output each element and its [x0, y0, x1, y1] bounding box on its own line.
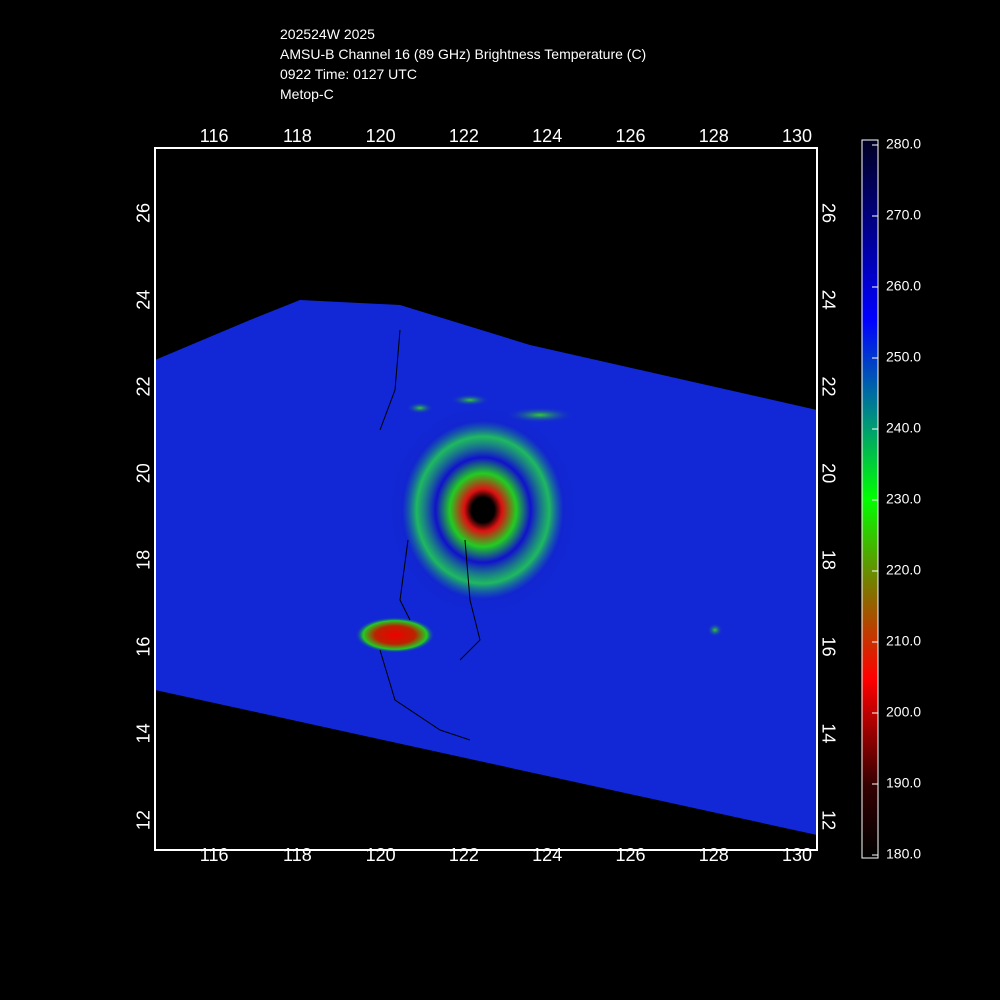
lat-label: 24	[818, 290, 838, 310]
lon-label: 122	[449, 126, 479, 146]
lon-label: 124	[532, 126, 562, 146]
lon-label: 122	[449, 845, 479, 865]
rain-band	[505, 407, 575, 423]
lat-label: 18	[134, 550, 154, 570]
convection	[355, 617, 435, 653]
header-line: 0922 Time: 0127 UTC	[280, 66, 417, 82]
ticks: 116 116 118 118 120 120 122 122 124 124 126 126 128 1…	[134, 126, 839, 865]
colorbar	[861, 139, 879, 859]
lon-label: 116	[200, 126, 229, 146]
storm-core	[388, 405, 578, 615]
lon-label: 130	[782, 845, 812, 865]
lat-label: 26	[818, 203, 838, 223]
convection	[707, 623, 723, 637]
lat-label: 22	[134, 376, 154, 396]
colorbar-label: 270.0	[886, 207, 921, 223]
lat-label: 16	[134, 637, 154, 657]
lat-label: 12	[134, 810, 154, 830]
lat-label: 20	[134, 463, 154, 483]
swath	[155, 300, 817, 835]
lat-label: 16	[818, 637, 838, 657]
colorbar-label: 240.0	[886, 420, 921, 436]
lon-label: 120	[366, 126, 396, 146]
lat-label: 14	[134, 723, 154, 743]
colorbar-label: 200.0	[886, 704, 921, 720]
lat-label: 12	[818, 810, 838, 830]
header-line: Metop-C	[280, 86, 334, 102]
colorbar-label: 280.0	[886, 136, 921, 152]
colorbar-label: 250.0	[886, 349, 921, 365]
coastline	[379, 329, 481, 741]
lat-label: 22	[818, 376, 838, 396]
colorbar-ticks: 280.0 270.0 260.0 250.0 240.0 230.0 220.0 210.0…	[872, 136, 921, 862]
colorbar-label: 210.0	[886, 633, 921, 649]
lon-label: 126	[615, 126, 645, 146]
lon-label: 128	[699, 845, 729, 865]
colorbar-label: 180.0	[886, 846, 921, 862]
colorbar-label: 220.0	[886, 562, 921, 578]
colorbar-label: 260.0	[886, 278, 921, 294]
lat-label: 26	[134, 203, 154, 223]
lat-label: 24	[134, 290, 154, 310]
lon-label: 128	[699, 126, 729, 146]
lon-label: 126	[615, 845, 645, 865]
lon-label: 124	[532, 845, 562, 865]
map-frame	[154, 147, 818, 851]
rain-band	[450, 394, 490, 406]
header: 202524W 2025 AMSU-B Channel 16 (89 GHz) B…	[280, 26, 646, 102]
rain-band	[406, 402, 434, 414]
header-line: AMSU-B Channel 16 (89 GHz) Brightness Te…	[280, 46, 646, 62]
lat-label: 14	[818, 723, 838, 743]
lon-label: 118	[283, 845, 312, 865]
lon-label: 116	[200, 845, 229, 865]
lon-label: 118	[283, 126, 312, 146]
lat-label: 18	[818, 550, 838, 570]
colorbar-label: 190.0	[886, 775, 921, 791]
lat-label: 20	[818, 463, 838, 483]
colorbar-label: 230.0	[886, 491, 921, 507]
lon-label: 130	[782, 126, 812, 146]
header-line: 202524W 2025	[280, 26, 375, 42]
lon-label: 120	[366, 845, 396, 865]
